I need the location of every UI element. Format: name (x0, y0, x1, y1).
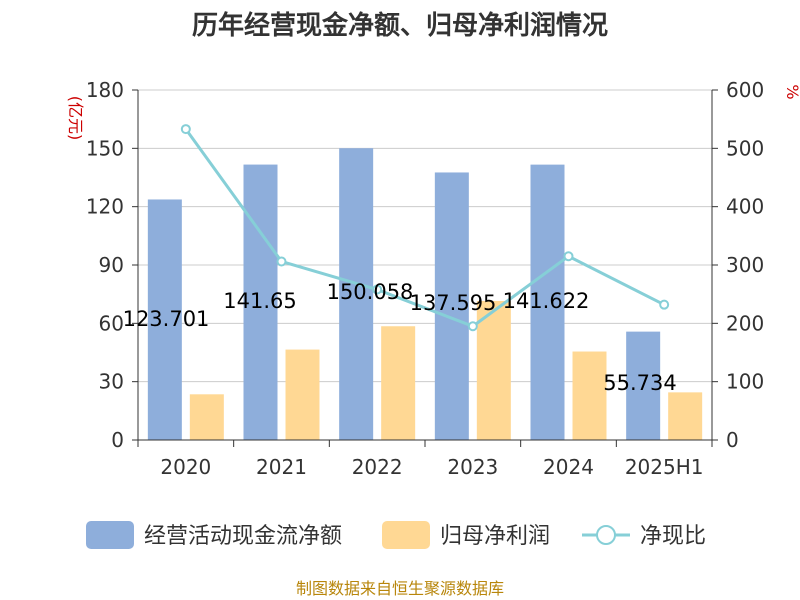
legend: 经营活动现金流净额 归母净利润 净现比 (86, 521, 706, 549)
right-tick-label-0: 0 (726, 428, 739, 452)
line-series (180, 124, 670, 332)
data-label-cash-2023: 137.595 (410, 291, 497, 315)
right-tick-label-4: 400 (726, 195, 764, 219)
x-tick-label-0: 2020 (160, 455, 211, 479)
x-tick-label-5: 2025H1 (625, 455, 704, 479)
ratio-point-2022 (372, 284, 383, 295)
data-label-cash-2025H1: 55.734 (603, 371, 676, 395)
x-tick-label-2: 2022 (352, 455, 403, 479)
bar-profit-2023 (476, 300, 511, 440)
bar-cash-2025H1 (626, 331, 661, 440)
legend-label-ratio: 净现比 (640, 524, 706, 549)
legend-swatch-ratio-marker (596, 525, 616, 545)
ratio-point-2025H1 (659, 299, 670, 310)
chart-title: 历年经营现金净额、归母净利润情况 (192, 10, 608, 41)
legend-label-profit: 归母净利润 (440, 524, 550, 549)
ratio-line (184, 128, 665, 328)
bar-cash-2022 (339, 148, 374, 440)
left-axis-unit: (亿元) (66, 96, 85, 141)
left-tick-label-5: 150 (86, 136, 124, 160)
bars (147, 148, 703, 440)
x-tick-label-4: 2024 (543, 455, 594, 479)
left-tick-label-4: 120 (86, 195, 124, 219)
left-tick-label-1: 30 (99, 370, 124, 394)
legend-swatch-profit (382, 521, 430, 549)
bar-profit-2025H1 (668, 392, 703, 440)
ratio-point-2020 (180, 124, 191, 135)
legend-label-cash: 经营活动现金流净额 (144, 524, 342, 549)
ratio-point-2023 (467, 321, 478, 332)
right-tick-label-6: 600 (726, 78, 764, 102)
bar-cash-2021 (243, 164, 278, 440)
left-tick-label-3: 90 (99, 253, 124, 277)
left-tick-label-6: 180 (86, 78, 124, 102)
x-tick-label-3: 2023 (447, 455, 498, 479)
bar-profit-2021 (285, 349, 320, 440)
bar-cash-2023 (434, 172, 469, 440)
ratio-point-2024 (563, 251, 574, 262)
data-label-cash-2024: 141.622 (503, 289, 590, 313)
right-axis-unit: % (783, 84, 800, 99)
bar-cash-2020 (147, 199, 182, 440)
axes: 0 30 60 90 120 150 180 0 100 200 300 400 500 600 2020 2… (86, 78, 764, 479)
left-tick-label-2: 60 (99, 311, 124, 335)
ratio-point-2021 (276, 256, 287, 267)
right-tick-label-1: 100 (726, 370, 764, 394)
data-label-cash-2020: 123.701 (123, 307, 210, 331)
right-tick-label-2: 200 (726, 311, 764, 335)
x-tick-label-1: 2021 (256, 455, 307, 479)
right-tick-label-3: 300 (726, 253, 764, 277)
bar-profit-2024 (572, 351, 607, 440)
data-label-cash-2022: 150.058 (327, 280, 414, 304)
bar-profit-2022 (381, 326, 416, 440)
left-tick-label-0: 0 (111, 428, 124, 452)
legend-swatch-cash (86, 521, 134, 549)
grid (138, 89, 712, 383)
right-tick-label-5: 500 (726, 136, 764, 160)
source-note: 制图数据来自恒生聚源数据库 (296, 579, 504, 598)
bar-cash-2024 (530, 164, 565, 440)
data-label-cash-2021: 141.65 (223, 289, 296, 313)
bar-profit-2020 (189, 394, 224, 440)
